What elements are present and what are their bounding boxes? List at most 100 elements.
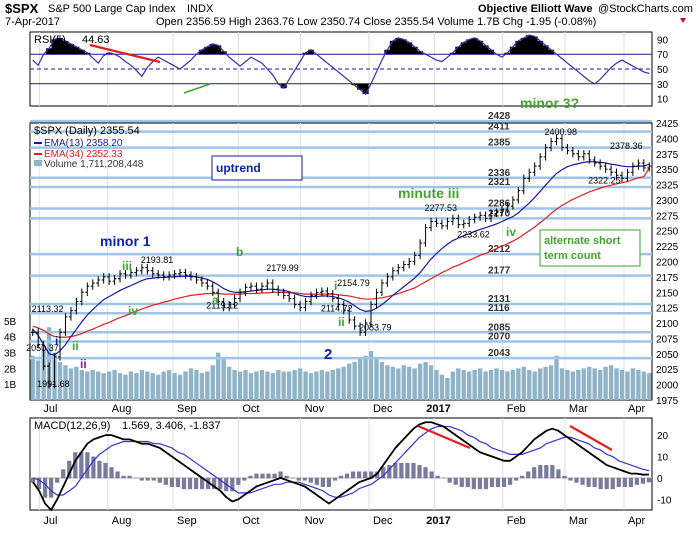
volume-bar-86: [499, 369, 505, 400]
volume-bar-91: [527, 369, 532, 400]
wave-label-0: minor 1: [100, 233, 151, 249]
macd-x-label-Aug: Aug: [112, 515, 132, 527]
price-point-label-10: 2233.62: [457, 230, 490, 240]
macd-hist-40: [272, 473, 277, 479]
price-legend-title: $SPX (Daily) 2355.54: [34, 125, 140, 137]
volume-bar-89: [516, 368, 521, 400]
volume-bar-6: [63, 365, 68, 400]
macd-hist-99: [628, 477, 633, 487]
volume-bar-74: [434, 369, 439, 400]
x-label-2017: 2017: [426, 403, 450, 415]
rsi-tick-70: 70: [657, 50, 669, 61]
volume-bar-51: [308, 373, 314, 400]
volume-bar-5: [57, 362, 63, 400]
volume-bar-88: [510, 369, 516, 400]
macd-hist-78: [501, 477, 507, 487]
volume-bar-71: [417, 363, 423, 400]
level-label-2321: 2321: [488, 177, 511, 188]
volume-bar-33: [210, 365, 215, 400]
price-tick-2200: 2200: [656, 258, 679, 269]
volume-bar-60: [357, 358, 363, 400]
macd-hist-27: [193, 477, 199, 490]
price-point-label-1: 1991.68: [37, 379, 70, 389]
macd-x-label-Apr: Apr: [628, 515, 645, 527]
wave-label-7: a: [212, 293, 219, 307]
macd-hist-76: [489, 477, 495, 487]
volume-bar-64: [379, 362, 385, 400]
macd-hist-90: [574, 477, 579, 483]
price-tick-2050: 2050: [656, 350, 679, 361]
volume-bar-40: [248, 373, 254, 400]
price-point-label-6: 2114.72: [321, 303, 353, 313]
macd-hist-0: [30, 477, 36, 483]
price-tick-2425: 2425: [656, 119, 679, 130]
macd-hist-24: [175, 477, 181, 487]
level-label-2043: 2043: [488, 348, 511, 359]
rsi-legend-label: RSI(5): [34, 34, 66, 46]
macd-hist-59: [387, 465, 392, 479]
volume-bar-26: [172, 373, 177, 400]
macd-hist-3: [49, 477, 54, 498]
alternate-count-line-1: alternate short: [544, 235, 621, 247]
macd-hist-38: [260, 473, 265, 479]
macd-hist-96: [610, 477, 615, 490]
macd-hist-79: [507, 477, 513, 485]
macd-hist-46: [308, 477, 313, 483]
macd-x-label-Mar: Mar: [569, 515, 588, 527]
macd-hist-36: [248, 475, 253, 479]
ema13-legend: EMA(13) 2358.20: [44, 138, 123, 149]
volume-bar-57: [341, 366, 346, 400]
macd-hist-28: [199, 477, 205, 490]
wave-label-6: b: [236, 245, 243, 259]
price-tick-1975: 1975: [656, 396, 679, 407]
macd-hist-60: [393, 462, 398, 479]
macd-red-trendline-2: [569, 425, 613, 451]
alternate-count-box: [539, 229, 641, 267]
macd-hist-21: [157, 477, 162, 483]
macd-hist-64: [417, 465, 422, 479]
volume-bar-2: [41, 349, 46, 400]
price-tick-2300: 2300: [656, 196, 679, 207]
volume-tick-1B: 1B: [4, 380, 17, 391]
level-label-2270: 2270: [488, 208, 511, 219]
macd-legend-label: MACD(12,26,9): [34, 420, 110, 432]
macd-hist-89: [568, 477, 573, 481]
level-label-2070: 2070: [488, 332, 511, 343]
price-point-label-0: 2050.37: [26, 343, 59, 353]
volume-bar-69: [407, 366, 412, 400]
rsi-tick-30: 30: [657, 80, 669, 91]
price-point-label-2: 2113.32: [32, 304, 64, 314]
macd-x-label-Dec: Dec: [373, 515, 393, 527]
macd-hist-1: [36, 477, 42, 490]
level-label-2286: 2286: [488, 199, 511, 210]
volume-bar-21: [145, 371, 150, 400]
macd-hist-88: [562, 475, 567, 479]
ema34-line: [32, 167, 650, 338]
macd-hist-26: [187, 477, 193, 490]
macd-hist-83: [532, 467, 537, 479]
macd-hist-6: [67, 460, 72, 479]
macd-hist-35: [242, 477, 247, 481]
volume-bar-111: [636, 369, 641, 400]
wave-label-10: ii: [80, 357, 87, 371]
macd-legend-values: 1.569, 3.406, -1.837: [122, 420, 220, 432]
level-label-2428: 2428: [488, 111, 511, 122]
macd-hist-92: [586, 477, 591, 487]
volume-bar-48: [292, 369, 297, 400]
volume-bar-113: [647, 373, 652, 400]
volume-bar-16: [117, 373, 123, 400]
price-tick-2275: 2275: [656, 211, 679, 222]
volume-bar-45: [276, 369, 281, 400]
macd-tick-0: 0: [657, 474, 663, 485]
level-label-2385: 2385: [488, 138, 511, 149]
macd-hist-52: [344, 473, 350, 479]
macd-hist-87: [556, 469, 561, 479]
macd-hist-34: [236, 477, 241, 485]
macd-x-label-2017: 2017: [426, 515, 450, 527]
macd-hist-100: [634, 477, 640, 485]
volume-bar-100: [576, 369, 581, 400]
volume-bar-76: [445, 377, 450, 400]
volume-bar-106: [608, 365, 614, 400]
macd-hist-69: [447, 477, 452, 483]
